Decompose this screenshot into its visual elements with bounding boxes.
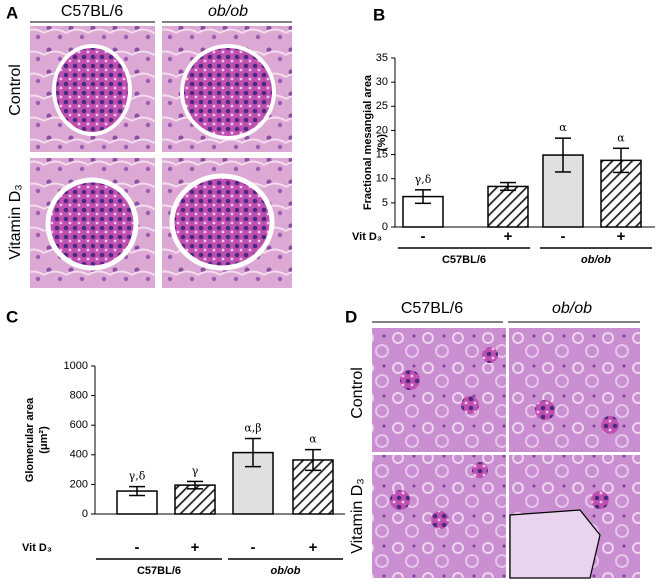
x-tick-label: + xyxy=(504,228,513,245)
x-tick-label: + xyxy=(309,539,318,556)
x-tick-label: + xyxy=(191,539,200,556)
y-tick-label: 1000 xyxy=(64,360,88,372)
y-tick-label: 25 xyxy=(376,100,388,112)
group-label: C57BL/6 xyxy=(137,565,181,577)
row-label: Vitamin D₃ xyxy=(349,478,366,554)
y-axis-label: (μm²) xyxy=(38,426,50,454)
x-tick-label: + xyxy=(617,228,626,245)
y-tick-label: 30 xyxy=(376,76,388,88)
annotation: γ xyxy=(192,464,199,477)
annotation: α xyxy=(617,131,625,144)
y-tick-label: 20 xyxy=(376,124,388,136)
group-label: ob/ob xyxy=(271,565,301,577)
x-tick-label: - xyxy=(421,228,426,245)
y-tick-label: 400 xyxy=(70,449,88,461)
bar xyxy=(174,484,216,515)
group-label: C57BL/6 xyxy=(442,254,486,266)
y-tick-label: 600 xyxy=(70,419,88,431)
micrographs xyxy=(372,328,640,579)
y-tick-label: 800 xyxy=(70,390,88,402)
panel-letter: B xyxy=(373,5,385,24)
row-label: Control xyxy=(7,64,24,116)
x-tick-label: - xyxy=(135,539,140,556)
bar xyxy=(487,185,529,228)
column-header: C57BL/6 xyxy=(401,300,463,317)
annotation: γ,δ xyxy=(415,173,432,186)
annotation: γ,δ xyxy=(129,470,146,483)
annotation: α xyxy=(309,433,317,446)
panel-letter: C xyxy=(6,307,18,326)
panel-letter: D xyxy=(345,307,357,326)
y-tick-label: 15 xyxy=(376,148,388,160)
group-label: ob/ob xyxy=(581,254,611,266)
micrographs xyxy=(30,26,292,288)
column-header: C57BL/6 xyxy=(61,3,123,20)
y-tick-label: 10 xyxy=(376,173,388,185)
y-tick-label: 0 xyxy=(82,508,88,520)
y-tick-label: 5 xyxy=(382,197,388,209)
x-tick-label: - xyxy=(251,539,256,556)
x-tick-label: - xyxy=(561,228,566,245)
column-header: ob/ob xyxy=(208,3,248,20)
panel-letter: A xyxy=(6,3,18,22)
y-axis-label: Glomerular area xyxy=(24,397,36,482)
x-axis-label: Vit D₃ xyxy=(22,542,52,554)
y-axis-label: (%) xyxy=(376,134,388,151)
y-tick-label: 35 xyxy=(376,52,388,64)
y-axis-label: Fractional mesangial area xyxy=(362,74,374,210)
row-label: Control xyxy=(349,367,366,419)
annotation: α,β xyxy=(244,422,261,435)
y-tick-label: 200 xyxy=(70,478,88,490)
column-header: ob/ob xyxy=(552,300,592,317)
x-axis-label: Vit D₃ xyxy=(352,231,382,243)
annotation: α xyxy=(559,121,567,134)
y-tick-label: 0 xyxy=(382,221,388,233)
row-label: Vitamin D₃ xyxy=(7,184,24,260)
